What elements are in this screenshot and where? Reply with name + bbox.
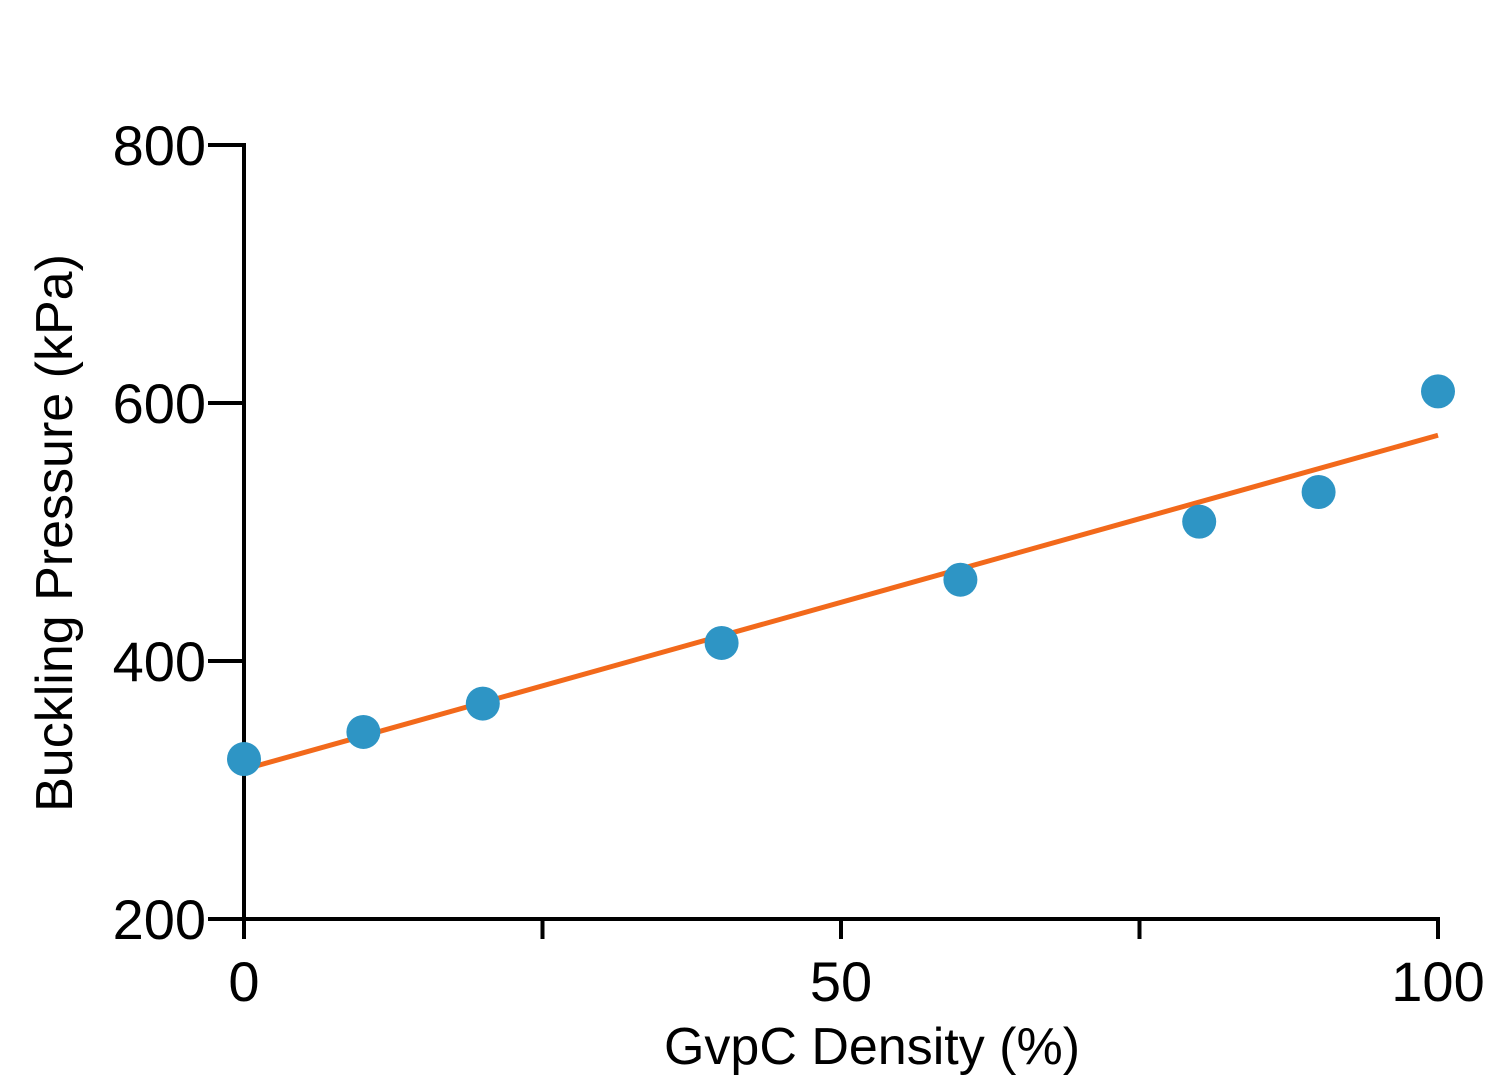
data-point	[1301, 475, 1336, 510]
fit-line-layer	[243, 432, 1439, 772]
y-tick-label: 200	[113, 888, 206, 951]
x-tick-label: 50	[810, 950, 872, 1013]
x-tick-label: 100	[1391, 950, 1484, 1013]
data-point	[943, 562, 978, 597]
y-axis-title: Buckling Pressure (kPa)	[26, 254, 84, 812]
data-point	[227, 742, 261, 777]
axes	[242, 143, 1440, 921]
y-tick-label: 400	[113, 630, 206, 693]
y-tick-label: 600	[113, 372, 206, 435]
x-axis-ticks: 0 50 100	[228, 919, 1485, 1013]
data-point	[465, 686, 500, 721]
x-axis-title: GvpC Density (%)	[664, 1018, 1080, 1076]
fit-line	[243, 432, 1439, 772]
y-axis-ticks: 200 400 600 800	[113, 114, 244, 951]
data-point	[1421, 374, 1455, 409]
data-point	[346, 714, 381, 749]
y-tick-label: 800	[113, 114, 206, 177]
data-points-layer	[227, 374, 1455, 777]
x-tick-label: 0	[228, 950, 259, 1013]
data-point	[1182, 504, 1217, 539]
data-point	[704, 625, 739, 660]
